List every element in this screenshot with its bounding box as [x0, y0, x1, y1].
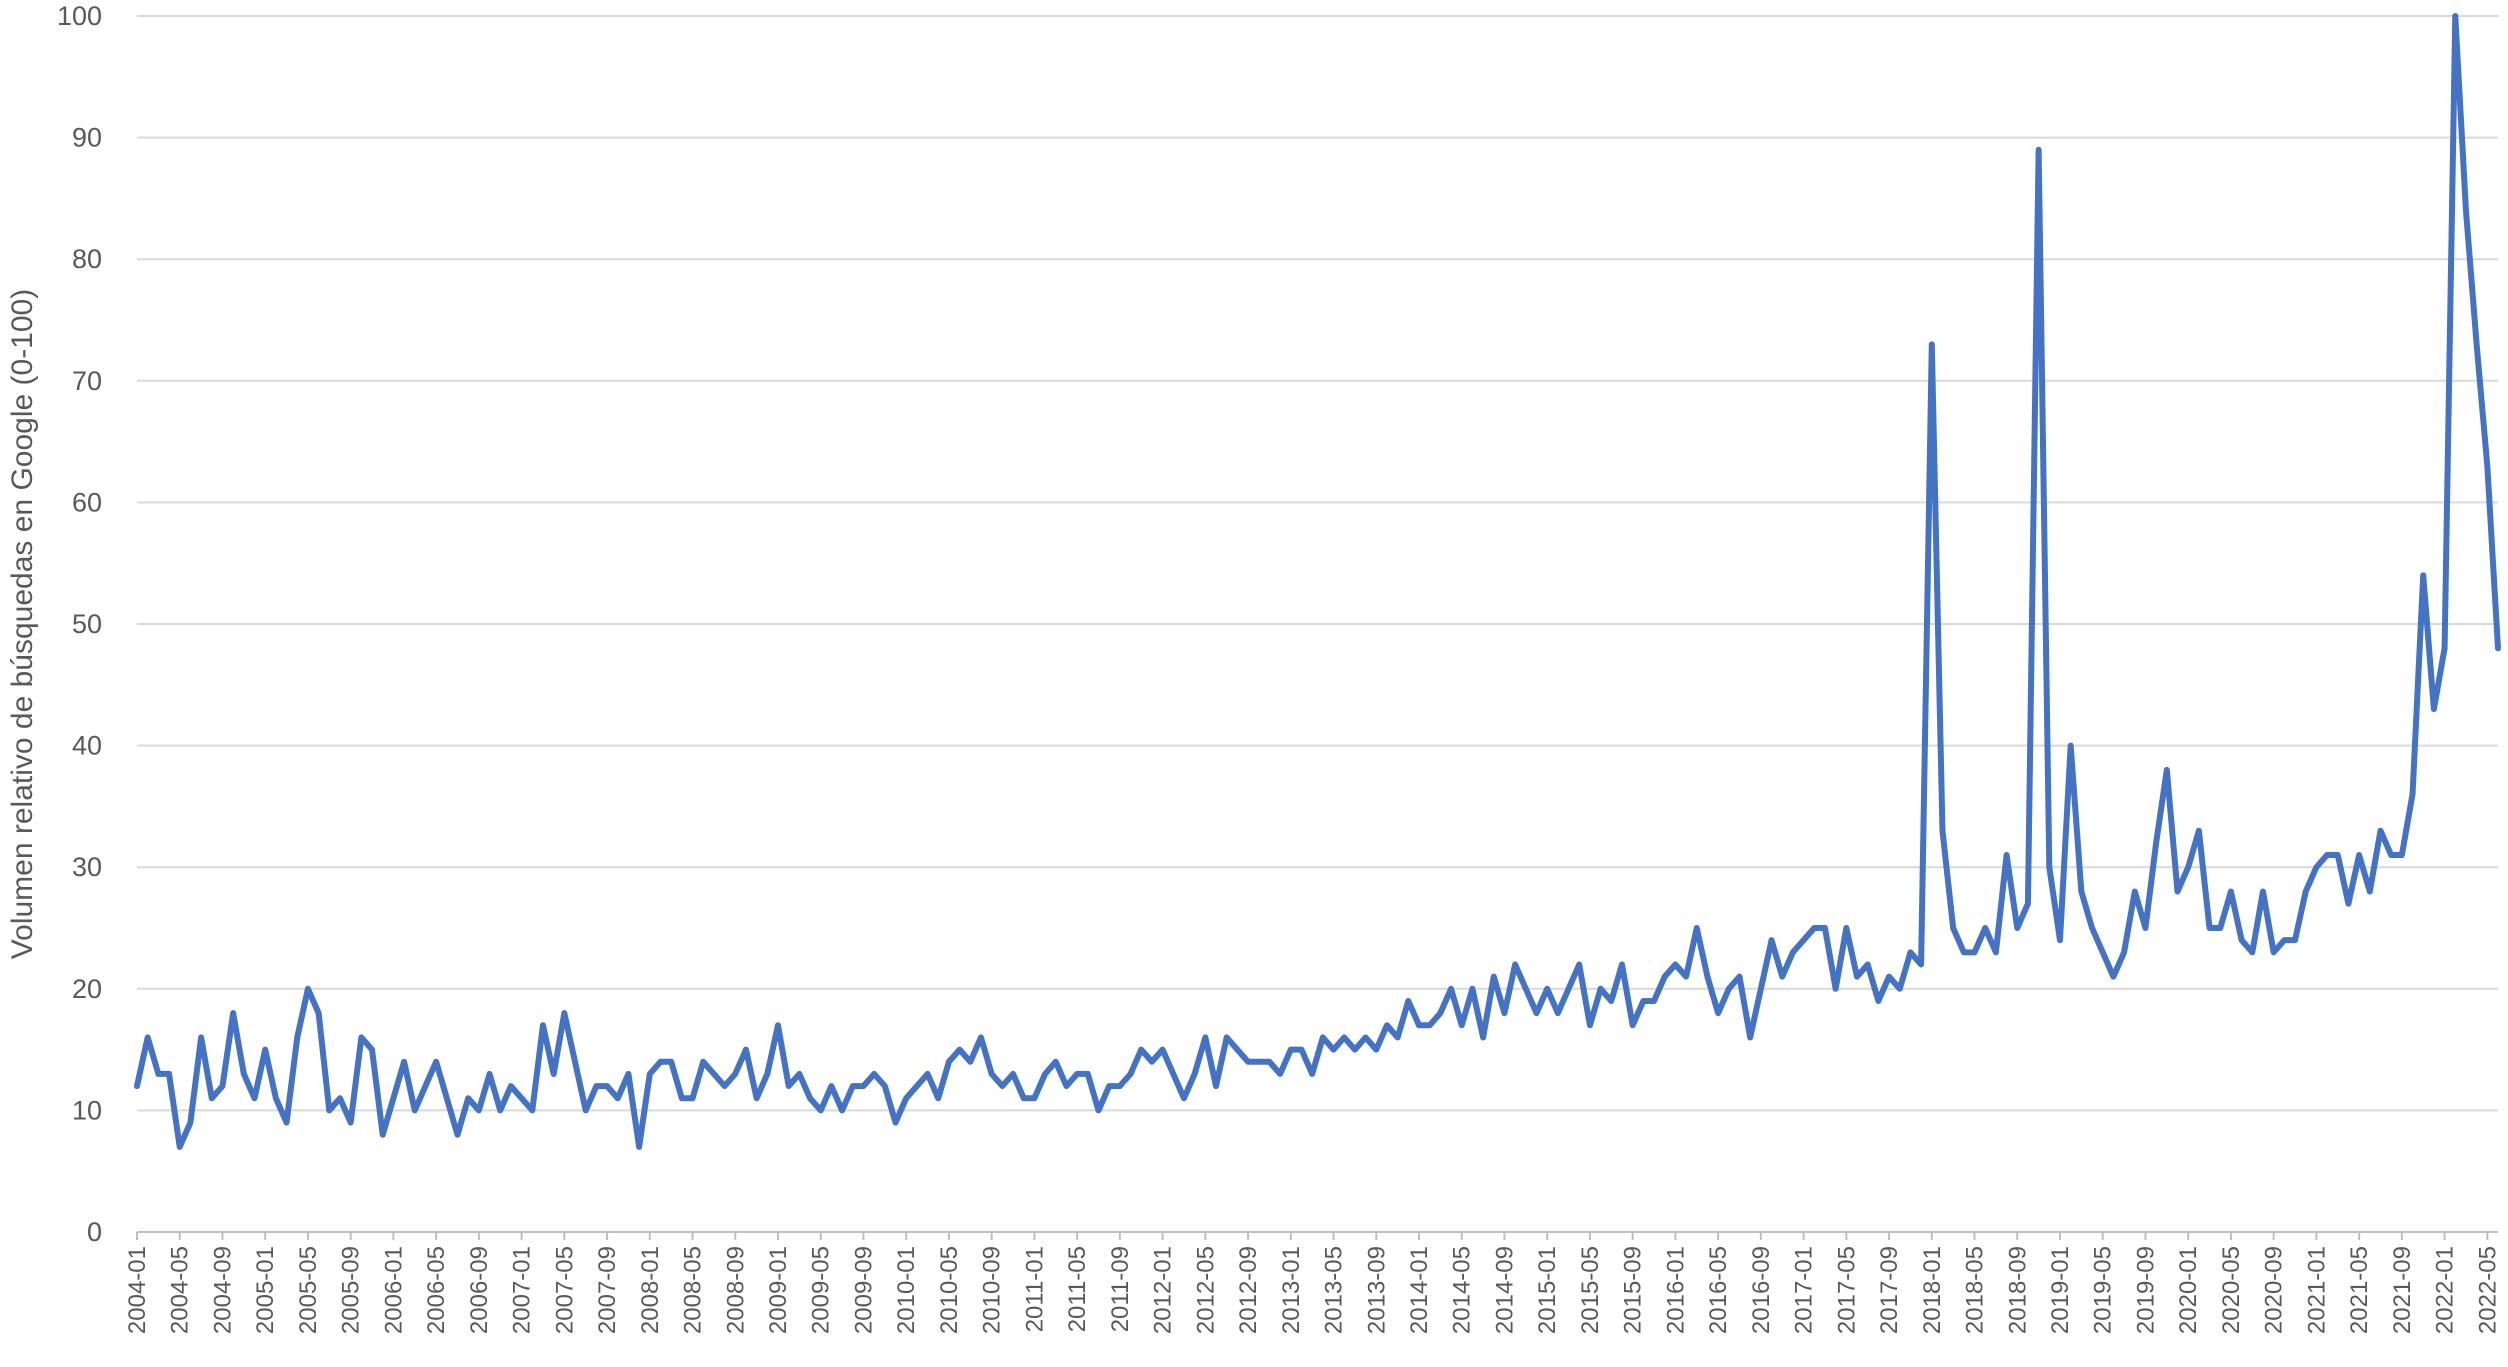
y-tick-label: 30: [72, 852, 102, 882]
y-tick-label: 80: [72, 244, 102, 274]
x-tick-label: 2013-09: [1363, 1246, 1390, 1334]
x-axis-tick-labels: 2004-01 2004-05 2004-09 2005-01 2005-05 2005-…: [124, 1232, 2501, 1334]
x-tick-label: 2008-05: [680, 1246, 707, 1334]
x-tick-label: 2018-09: [2004, 1246, 2031, 1334]
x-tick-label: 2021-01: [2303, 1246, 2330, 1334]
x-tick-label: 2014-09: [1491, 1246, 1518, 1334]
x-tick-label: 2008-01: [637, 1246, 664, 1334]
x-tick-label: 2020-01: [2175, 1246, 2202, 1334]
x-tick-label: 2015-01: [1534, 1246, 1561, 1334]
y-tick-label: 20: [72, 974, 102, 1004]
x-tick-label: 2015-09: [1620, 1246, 1647, 1334]
x-tick-label: 2017-05: [1833, 1246, 1860, 1334]
x-tick-label: 2016-05: [1705, 1246, 1732, 1334]
x-tick-label: 2006-09: [466, 1246, 493, 1334]
x-tick-label: 2004-01: [124, 1246, 151, 1334]
x-tick-label: 2005-01: [252, 1246, 279, 1334]
x-tick-label: 2018-01: [1919, 1246, 1946, 1334]
x-tick-label: 2017-01: [1791, 1246, 1818, 1334]
x-tick-label: 2019-01: [2047, 1246, 2074, 1334]
y-tick-label: 40: [72, 731, 102, 761]
x-tick-label: 2004-05: [167, 1246, 194, 1334]
x-tick-label: 2012-05: [1192, 1246, 1219, 1334]
x-tick-label: 2012-01: [1150, 1246, 1177, 1334]
series-line: [134, 13, 2501, 1150]
x-tick-label: 2006-05: [423, 1246, 450, 1334]
x-tick-label: 2011-09: [1107, 1246, 1134, 1332]
x-tick-label: 2013-05: [1321, 1246, 1348, 1334]
y-tick-label: 60: [72, 487, 102, 517]
x-tick-label: 2016-01: [1662, 1246, 1689, 1334]
x-tick-label: 2021-05: [2346, 1246, 2373, 1334]
x-tick-label: 2021-09: [2389, 1246, 2416, 1334]
x-tick-label: 2017-09: [1876, 1246, 1903, 1334]
x-tick-label: 2004-09: [209, 1246, 236, 1334]
x-tick-label: 2019-05: [2090, 1246, 2117, 1334]
x-tick-label: 2011-05: [1064, 1246, 1091, 1332]
x-tick-label: 2007-09: [594, 1246, 621, 1334]
x-tick-label: 2009-05: [808, 1246, 835, 1334]
x-tick-label: 2020-09: [2261, 1246, 2288, 1334]
y-tick-label: 0: [87, 1217, 102, 1247]
y-tick-label: 70: [72, 366, 102, 396]
y-tick-label: 50: [72, 609, 102, 639]
x-tick-label: 2010-09: [979, 1246, 1006, 1334]
x-tick-label: 2014-01: [1406, 1246, 1433, 1334]
x-tick-label: 2016-09: [1748, 1246, 1775, 1334]
y-tick-label: 10: [72, 1095, 102, 1125]
x-tick-label: 2018-05: [1962, 1246, 1989, 1334]
x-tick-label: 2019-09: [2132, 1246, 2159, 1334]
y-tick-label: 90: [72, 123, 102, 153]
x-tick-label: 2005-05: [295, 1246, 322, 1334]
series-layer: [134, 13, 2501, 1150]
x-tick-label: 2010-05: [936, 1246, 963, 1334]
x-tick-label: 2013-01: [1278, 1246, 1305, 1334]
x-tick-label: 2007-05: [551, 1246, 578, 1334]
x-tick-label: 2014-05: [1449, 1246, 1476, 1334]
x-tick-label: 2022-01: [2432, 1246, 2459, 1334]
x-tick-label: 2015-05: [1577, 1246, 1604, 1334]
y-axis-tick-labels: 0 10 20 30 40 50 60 70 80 90 100: [57, 1, 102, 1247]
x-tick-label: 2009-01: [765, 1246, 792, 1334]
x-tick-label: 2008-09: [722, 1246, 749, 1334]
x-tick-label: 2005-09: [338, 1246, 365, 1334]
y-tick-label: 100: [57, 1, 102, 31]
x-tick-label: 2012-09: [1235, 1246, 1262, 1334]
x-tick-label: 2007-01: [509, 1246, 536, 1334]
x-tick-label: 2006-01: [380, 1246, 407, 1334]
y-axis-label: Volumen relativo de búsquedas en Google …: [6, 289, 39, 959]
x-tick-label: 2022-05: [2474, 1246, 2501, 1334]
x-tick-label: 2010-01: [893, 1246, 920, 1334]
x-tick-label: 2009-09: [850, 1246, 877, 1334]
x-tick-label: 2011-01: [1021, 1246, 1048, 1332]
x-tick-label: 2020-05: [2218, 1246, 2245, 1334]
